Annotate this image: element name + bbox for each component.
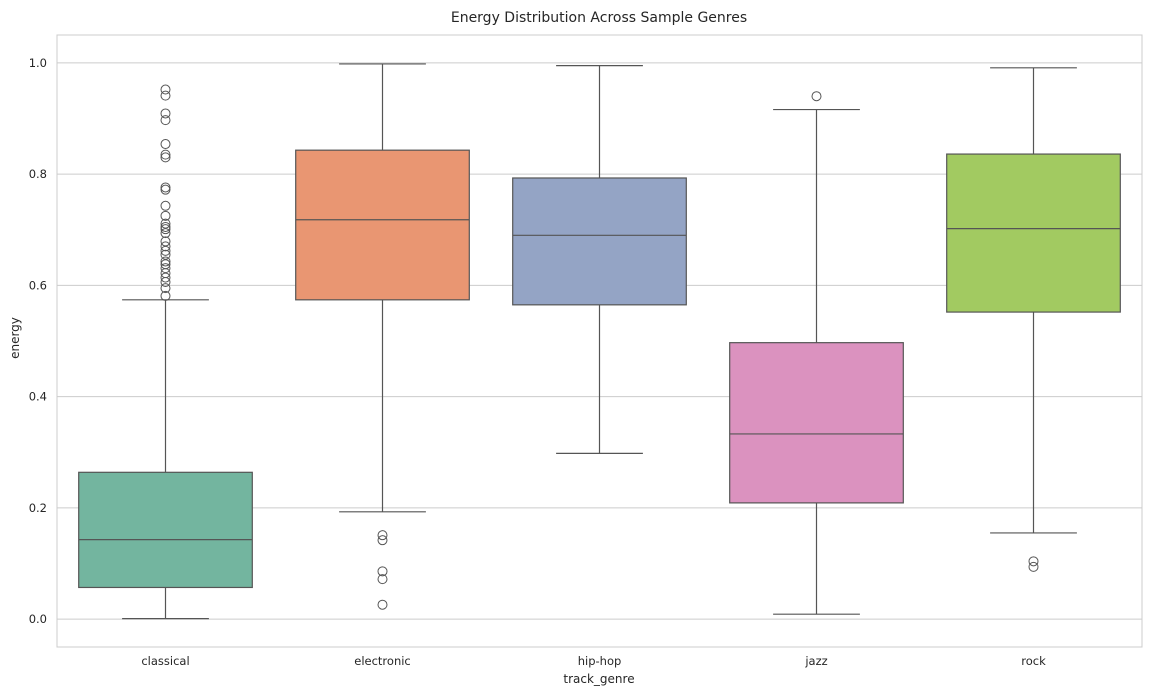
plot-frame	[56, 34, 1143, 648]
boxes	[78, 63, 1121, 620]
outlier-point	[160, 290, 171, 301]
box-electronic	[295, 63, 470, 610]
y-tick-label: 0.2	[29, 501, 47, 515]
outlier-point	[160, 245, 171, 256]
outlier-point	[160, 228, 171, 239]
outlier-point	[160, 221, 171, 232]
y-tick-label: 0.6	[29, 278, 47, 292]
chart-title: Energy Distribution Across Sample Genres	[451, 10, 747, 26]
x-tick-label: hip-hop	[578, 654, 622, 668]
y-axis-label: energy	[8, 317, 22, 359]
outlier-point	[160, 115, 171, 126]
x-tick-label: rock	[1021, 654, 1046, 668]
outlier-point	[160, 224, 171, 235]
x-tick-label: classical	[141, 654, 189, 668]
outlier-point	[1028, 556, 1039, 567]
outlier-point	[160, 90, 171, 101]
y-tick-label: 0.4	[29, 390, 47, 404]
x-tick-label: electronic	[354, 654, 411, 668]
x-axis-label: track_genre	[563, 672, 634, 686]
outlier-point	[160, 184, 171, 195]
y-axis-ticks: 0.0 0.2 0.4 0.6 0.8 1.0	[29, 56, 47, 626]
outlier-point	[160, 149, 171, 160]
outlier-point	[160, 108, 171, 119]
outlier-point	[1028, 561, 1039, 572]
y-tick-label: 0.8	[29, 167, 47, 181]
x-tick-label: jazz	[804, 654, 827, 668]
outlier-point	[160, 241, 171, 252]
outlier-point	[160, 182, 171, 193]
outlier-point	[377, 574, 388, 585]
outlier-point	[377, 535, 388, 546]
iqr-box	[946, 153, 1121, 313]
box-classical	[78, 84, 253, 620]
x-axis-ticks: classical electronic hip-hop jazz rock	[141, 654, 1046, 668]
y-tick-label: 0.0	[29, 612, 47, 626]
outlier-point	[160, 139, 171, 150]
outlier-point	[160, 84, 171, 95]
iqr-box	[295, 149, 470, 301]
box-hip-hop	[512, 64, 687, 454]
outlier-point	[160, 236, 171, 247]
iqr-box	[78, 471, 253, 589]
outlier-point	[811, 91, 822, 102]
outlier-point	[160, 272, 171, 283]
outlier-point	[160, 152, 171, 163]
outlier-point	[377, 530, 388, 541]
outlier-point	[160, 263, 171, 274]
outlier-point	[160, 256, 171, 267]
outlier-point	[160, 200, 171, 211]
iqr-box	[729, 342, 904, 504]
iqr-box	[512, 177, 687, 306]
outlier-point	[377, 566, 388, 577]
box-jazz	[729, 91, 904, 615]
y-tick-label: 1.0	[29, 56, 47, 70]
outlier-point	[160, 283, 171, 294]
outlier-point	[160, 210, 171, 221]
outlier-point	[377, 599, 388, 610]
box-rock	[946, 67, 1121, 572]
outlier-point	[160, 277, 171, 288]
